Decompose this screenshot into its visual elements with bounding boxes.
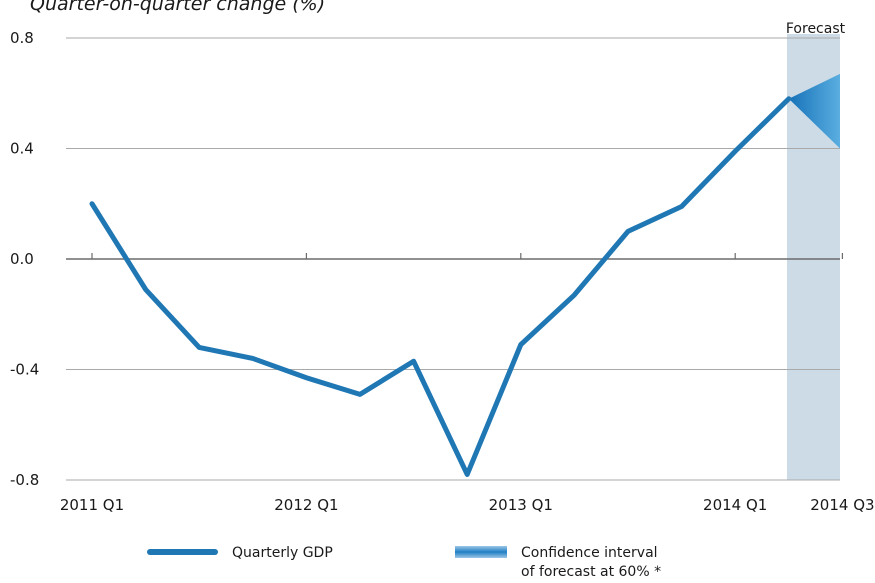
confidence-interval [788,73,840,149]
legend-swatch-confidence-interval [455,546,507,558]
x-tick-label: 2012 Q1 [274,496,338,514]
legend-label-confidence-interval-line1: Confidence interval [521,545,658,561]
y-tick-label: 0.4 [10,140,34,158]
x-tick-label: 2013 Q1 [489,496,553,514]
y-tick-label: 0.0 [10,250,34,268]
y-tick-label: -0.8 [10,471,39,489]
confidence-fan [788,73,840,149]
x-tick-label: 2014 Q3 [810,496,874,514]
chart-title: Quarter-on-quarter change (%) [30,0,325,15]
legend: Quarterly GDP Confidence interval of for… [147,545,661,580]
x-axis-ticks: 2011 Q1 2012 Q1 2013 Q1 2014 Q1 2014 Q3 [60,253,875,514]
y-tick-label: 0.8 [10,29,34,47]
forecast-label: Forecast [786,21,846,37]
legend-label-confidence-interval-line2: of forecast at 60% * [521,564,661,580]
series-line-quarterly-gdp [89,96,792,477]
x-tick-label: 2014 Q1 [703,496,767,514]
gridlines [66,37,840,481]
x-tick-label: 2011 Q1 [60,496,124,514]
legend-label-quarterly-gdp: Quarterly GDP [232,545,333,561]
series-lines [89,96,792,477]
y-axis-ticks: 0.8 0.4 0.0 -0.4 -0.8 [10,29,39,489]
y-tick-label: -0.4 [10,361,39,379]
